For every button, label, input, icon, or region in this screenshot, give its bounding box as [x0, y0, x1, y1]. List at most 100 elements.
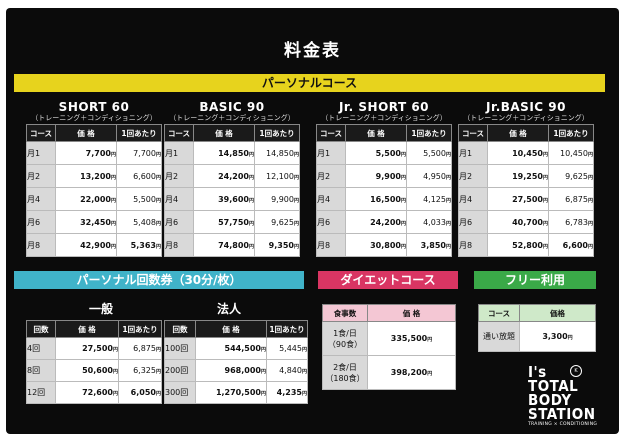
- ticket-corporate-per-session: 5,445円: [266, 337, 308, 360]
- personal-course-col-label: コース: [458, 124, 488, 142]
- personal-course-per-session: 5,408円: [116, 210, 162, 234]
- table-row: 月2 19,250円 9,625円: [458, 164, 594, 188]
- table-row: 月8 30,800円 3,850円: [316, 233, 452, 257]
- diet-col-meals: 食事数: [322, 304, 368, 322]
- ticket-corporate-row-label: 100回: [164, 337, 196, 360]
- ticket-general-label: 一般: [88, 302, 113, 316]
- ticket-corporate-price: 544,500円: [195, 337, 267, 360]
- personal-course-row-label: 月4: [164, 187, 194, 211]
- table-row: 月6 24,200円 4,033円: [316, 210, 452, 234]
- free-use-table: コース 価格 通い放題 3,300円: [478, 304, 596, 352]
- table-row: 300回 1,270,500円 4,235円: [164, 381, 308, 404]
- personal-course-row-label: 月1: [26, 141, 56, 165]
- ticket-header: パーソナル回数券（30分/枚）: [14, 271, 304, 289]
- personal-course-table: コース価 格 1回あたり 月1 14,850円 14,850円 月2 24,200円 12,1…: [164, 124, 300, 257]
- price-board: 料金表 パーソナルコース パーソナル回数券（30分/枚） 一般 法人 ダイエット…: [6, 8, 619, 434]
- personal-course-row-label: 月8: [458, 233, 488, 257]
- personal-course-row-label: 月1: [458, 141, 488, 165]
- diet-price: 398,200円: [367, 355, 456, 390]
- course-name: BASIC 90: [199, 100, 265, 114]
- course-subtitle: （トレーニング＋コンディショニング）: [31, 114, 157, 122]
- personal-course-price: 7,700円: [55, 141, 117, 165]
- personal-course-col-per: 1回あたり: [254, 124, 300, 142]
- personal-course-row-label: 月2: [164, 164, 194, 188]
- personal-course-per-session: 9,350円: [254, 233, 300, 257]
- personal-course-col-label: コース: [164, 124, 194, 142]
- free-use-header: フリー利用: [474, 271, 596, 289]
- free-course-label: 通い放題: [478, 321, 520, 352]
- course-name: Jr. SHORT 60: [338, 100, 430, 114]
- personal-course-price: 10,450円: [487, 141, 549, 165]
- personal-course-row-label: 月4: [458, 187, 488, 211]
- personal-course-per-session: 3,850円: [406, 233, 452, 257]
- table-row: 月6 57,750円 9,625円: [164, 210, 300, 234]
- ticket-corporate-col-label: 回数: [164, 320, 196, 338]
- table-row: 月4 16,500円 4,125円: [316, 187, 452, 211]
- table-row: 月2 9,900円 4,950円: [316, 164, 452, 188]
- personal-course-row-label: 月8: [316, 233, 346, 257]
- course-subtitle: （トレーニング＋コンディショニング）: [321, 114, 447, 122]
- diet-table: 食事数 価 格 1食/日 （90食） 335,500円 2食/日 （180食） 39…: [322, 304, 456, 390]
- personal-course-price: 57,750円: [193, 210, 255, 234]
- diet-course-header: ダイエットコース: [318, 271, 458, 289]
- personal-course-row-label: 月6: [26, 210, 56, 234]
- course-heading: Jr.BASIC 90 （トレーニング＋コンディショニング）: [458, 100, 594, 123]
- ticket-corporate-price: 1,270,500円: [195, 381, 267, 404]
- personal-course-row-label: 月2: [26, 164, 56, 188]
- personal-course-col-per: 1回あたり: [116, 124, 162, 142]
- ticket-corporate-col-per: 1回あたり: [266, 320, 308, 338]
- personal-course-per-session: 6,875円: [548, 187, 594, 211]
- table-row: 100回 544,500円 5,445円: [164, 337, 308, 360]
- badge-icon: K: [570, 365, 582, 377]
- ticket-general-col-label: 回数: [26, 320, 56, 338]
- personal-course-row-label: 月1: [316, 141, 346, 165]
- personal-course-row-label: 月6: [316, 210, 346, 234]
- table-row: 月1 7,700円 7,700円: [26, 141, 162, 165]
- personal-course-col-price: 価 格: [487, 124, 549, 142]
- personal-course-price: 16,500円: [345, 187, 407, 211]
- personal-course-price: 40,700円: [487, 210, 549, 234]
- table-row: 月1 5,500円 5,500円: [316, 141, 452, 165]
- table-row: 通い放題 3,300円: [478, 321, 596, 352]
- personal-course-row-label: 月4: [26, 187, 56, 211]
- personal-course-per-session: 6,600円: [548, 233, 594, 257]
- personal-course-price: 32,450円: [55, 210, 117, 234]
- ticket-general-price: 27,500円: [55, 337, 119, 360]
- table-row: 月6 32,450円 5,408円: [26, 210, 162, 234]
- personal-course-price: 14,850円: [193, 141, 255, 165]
- table-row: 1食/日 （90食） 335,500円: [322, 321, 456, 356]
- free-col-price: 価格: [519, 304, 596, 322]
- table-row: 月2 13,200円 6,600円: [26, 164, 162, 188]
- personal-course-row-label: 月6: [164, 210, 194, 234]
- personal-course-price: 27,500円: [487, 187, 549, 211]
- personal-course-col-price: 価 格: [193, 124, 255, 142]
- ticket-general-col-price: 価 格: [55, 320, 119, 338]
- personal-course-row-label: 月1: [164, 141, 194, 165]
- ticket-general-price: 72,600円: [55, 381, 119, 404]
- personal-course-col-per: 1回あたり: [406, 124, 452, 142]
- personal-course-row-label: 月2: [316, 164, 346, 188]
- personal-course-price: 42,900円: [55, 233, 117, 257]
- table-row: 月8 74,800円 9,350円: [164, 233, 300, 257]
- table-row: 月2 24,200円 12,100円: [164, 164, 300, 188]
- ticket-corporate-per-session: 4,840円: [266, 359, 308, 382]
- personal-course-row-label: 月4: [316, 187, 346, 211]
- personal-course-price: 74,800円: [193, 233, 255, 257]
- course-name: Jr.BASIC 90: [486, 100, 566, 114]
- personal-course-per-session: 4,033円: [406, 210, 452, 234]
- personal-course-per-session: 10,450円: [548, 141, 594, 165]
- course-heading: Jr. SHORT 60 （トレーニング＋コンディショニング）: [316, 100, 452, 123]
- diet-price: 335,500円: [367, 321, 456, 356]
- table-row: 2食/日 （180食） 398,200円: [322, 355, 456, 390]
- ticket-corporate-label: 法人: [216, 302, 241, 316]
- ticket-general-per-session: 6,325円: [118, 359, 162, 382]
- personal-course-price: 13,200円: [55, 164, 117, 188]
- course-subtitle: （トレーニング＋コンディショニング）: [463, 114, 589, 122]
- table-row: 月8 42,900円 5,363円: [26, 233, 162, 257]
- personal-course-col-label: コース: [26, 124, 56, 142]
- personal-course-price: 19,250円: [487, 164, 549, 188]
- ticket-general-per-session: 6,875円: [118, 337, 162, 360]
- table-row: 月8 52,800円 6,600円: [458, 233, 594, 257]
- table-row: 12回 72,600円 6,050円: [26, 381, 162, 404]
- personal-course-per-session: 4,950円: [406, 164, 452, 188]
